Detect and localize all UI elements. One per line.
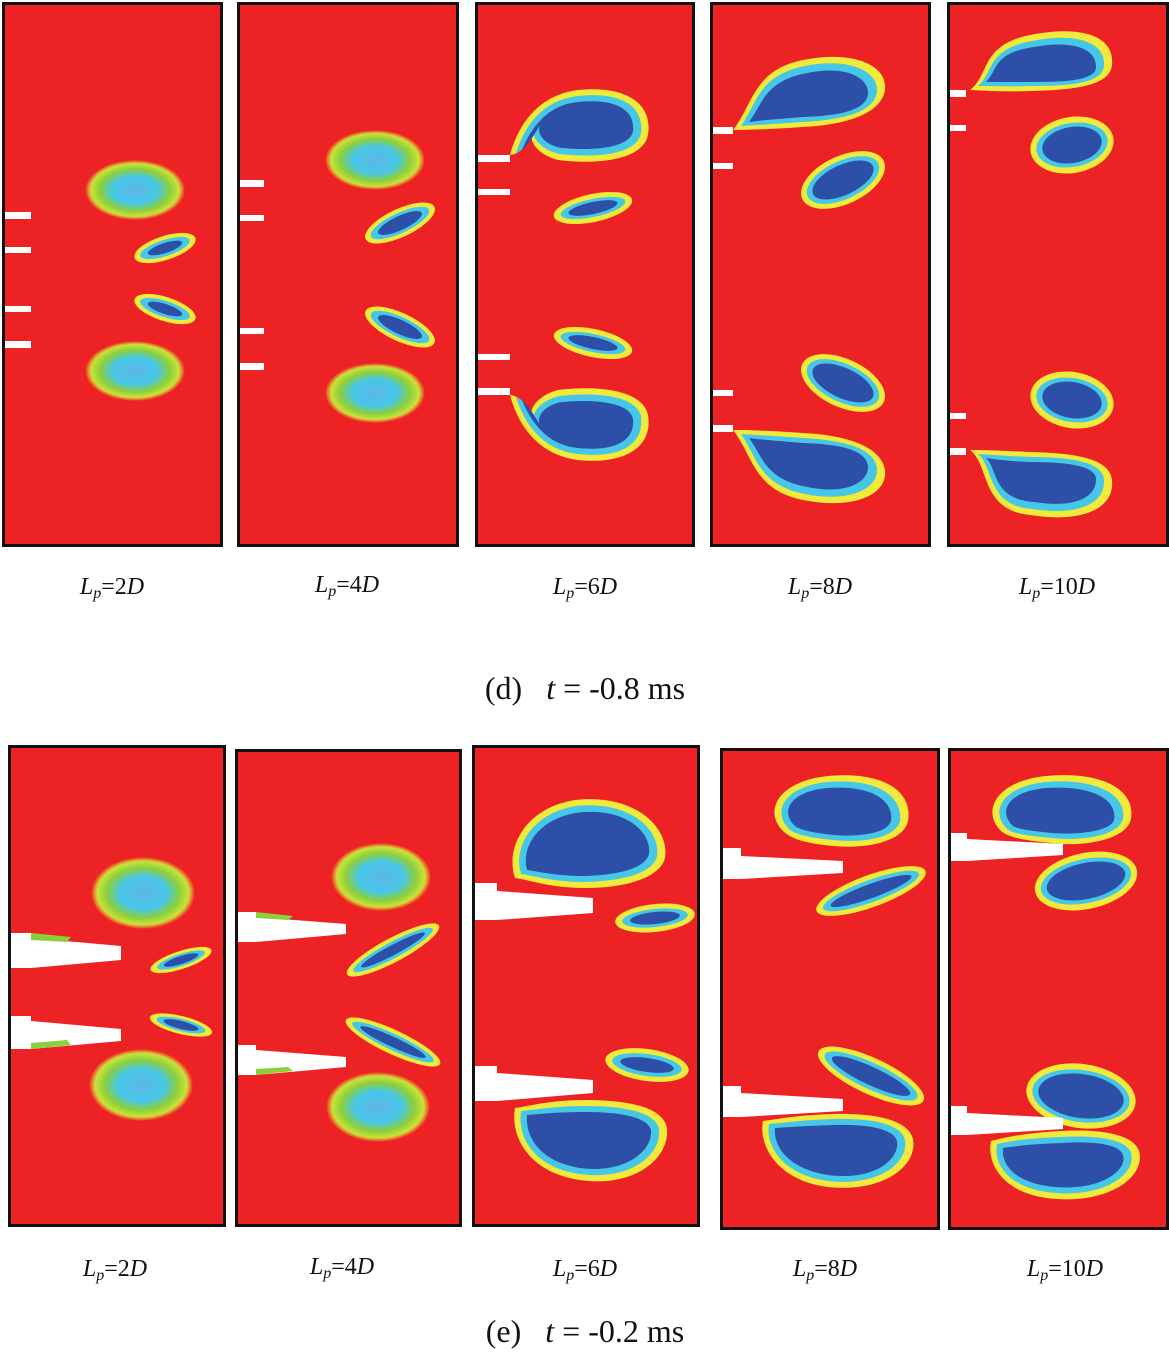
contour-panel-d-4 bbox=[710, 2, 931, 547]
nozzle-lower-inner bbox=[950, 413, 966, 419]
vortex-ring-lower bbox=[325, 363, 425, 423]
vortex-ring-upper bbox=[91, 857, 195, 929]
nozzle-lower-inner bbox=[478, 354, 510, 360]
nozzle-upper-outer bbox=[950, 90, 966, 97]
contour-panel-d-2 bbox=[237, 2, 459, 547]
nozzle-upper-outer bbox=[478, 155, 510, 162]
contour-panel-e-1 bbox=[8, 745, 226, 1227]
vortex-ring-lower bbox=[85, 341, 185, 401]
contour-panel-d-3 bbox=[475, 2, 695, 547]
vortex-ring-upper bbox=[325, 130, 425, 190]
nozzle-upper bbox=[723, 848, 843, 879]
vortex-ring-lower bbox=[89, 1049, 193, 1121]
nozzle-lower-inner bbox=[5, 306, 31, 312]
nozzle-lower bbox=[951, 1106, 1063, 1135]
contour-plot bbox=[723, 775, 926, 1188]
panel-label-d-4: Lp=8D bbox=[787, 574, 853, 602]
panel-label-e-1: Lp=2D bbox=[82, 1256, 148, 1284]
nozzle-lower bbox=[723, 1086, 843, 1117]
nozzle-upper-inner bbox=[950, 125, 966, 131]
panel-label-e-5: Lp=10D bbox=[1026, 1256, 1104, 1284]
contour-plot bbox=[475, 799, 695, 1182]
nozzle-lower-outer bbox=[950, 448, 966, 455]
panel-label-e-3: Lp=6D bbox=[552, 1256, 618, 1284]
caption-e: (e) t = -0.2 ms bbox=[485, 1313, 685, 1349]
contour-panel-e-3 bbox=[472, 745, 700, 1227]
contour-plot bbox=[238, 843, 441, 1142]
panel-label-d-3: Lp=6D bbox=[552, 574, 618, 602]
nozzle-upper-inner bbox=[5, 247, 31, 253]
contour-plot bbox=[478, 89, 649, 461]
contour-panel-e-4 bbox=[720, 748, 940, 1230]
contour-plot bbox=[240, 130, 435, 423]
contour-panel-e-5 bbox=[948, 748, 1169, 1230]
contour-plot bbox=[951, 775, 1140, 1200]
contour-panel-e-2 bbox=[235, 749, 462, 1227]
nozzle-upper-inner bbox=[478, 189, 510, 195]
panel-label-d-2: Lp=4D bbox=[314, 572, 380, 600]
nozzle-upper-inner bbox=[240, 215, 264, 221]
nozzle-lower-inner bbox=[240, 328, 264, 334]
nozzle-lower-inner bbox=[713, 390, 733, 396]
contour-panel-d-1 bbox=[2, 2, 223, 547]
nozzle-upper-outer bbox=[713, 127, 733, 134]
nozzle-upper bbox=[11, 933, 121, 968]
panel-label-e-2: Lp=4D bbox=[309, 1254, 375, 1282]
nozzle-lower-outer bbox=[240, 363, 264, 370]
nozzle-lower bbox=[475, 1066, 593, 1101]
contour-plot bbox=[11, 857, 213, 1121]
panel-label-e-4: Lp=8D bbox=[792, 1256, 858, 1284]
contour-plot bbox=[950, 31, 1114, 518]
contour-plot bbox=[713, 56, 886, 504]
panel-label-d-1: Lp=2D bbox=[79, 574, 145, 602]
nozzle-upper-outer bbox=[240, 180, 264, 187]
panel-label-d-5: Lp=10D bbox=[1018, 574, 1096, 602]
vortex-ring-lower bbox=[326, 1072, 430, 1142]
vortex-ring-upper bbox=[85, 160, 185, 220]
nozzle-lower-outer bbox=[713, 425, 733, 432]
nozzle-upper-inner bbox=[713, 163, 733, 169]
nozzle-lower bbox=[238, 1045, 346, 1075]
nozzle-upper bbox=[475, 883, 593, 920]
nozzle-lower-outer bbox=[5, 341, 31, 348]
nozzle-upper-outer bbox=[5, 212, 31, 219]
nozzle-upper bbox=[238, 912, 346, 942]
vortex-ring-upper bbox=[331, 843, 431, 911]
nozzle-lower bbox=[11, 1016, 121, 1049]
nozzle-lower-outer bbox=[478, 388, 510, 395]
nozzle-upper bbox=[951, 833, 1063, 861]
caption-d: (d) t = -0.8 ms bbox=[484, 670, 686, 706]
contour-plot bbox=[5, 160, 196, 401]
contour-panel-d-5 bbox=[947, 2, 1169, 547]
